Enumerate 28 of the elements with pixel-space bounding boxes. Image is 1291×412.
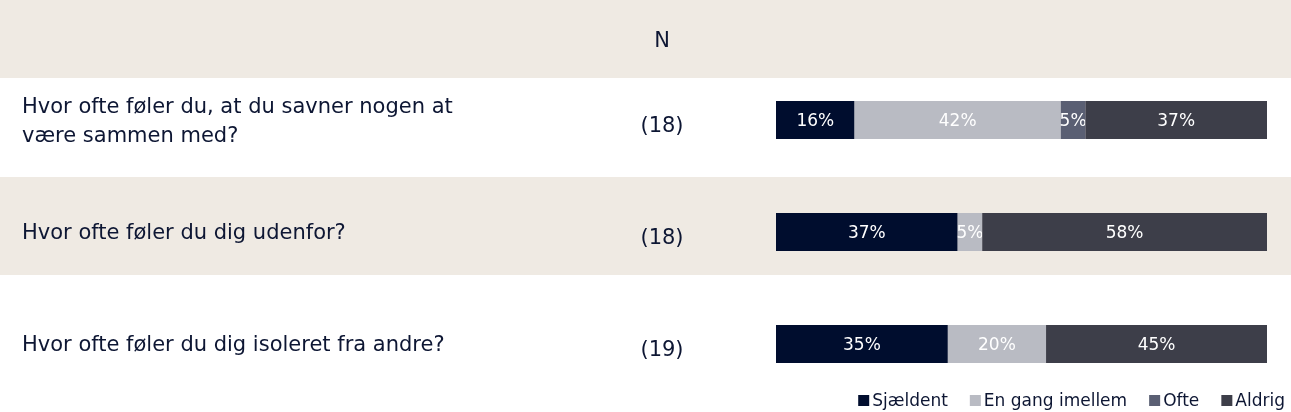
data-label: 42%	[938, 110, 977, 130]
text: (19)	[640, 337, 684, 361]
y-tick-label: Hvor ofte føler du, at du savner nogen at være sammen med?	[22, 93, 453, 147]
legend-label: En gang imellem	[983, 390, 1128, 410]
y-tick-label: Hvor ofte føler du dig isoleret fra andre?	[22, 332, 445, 356]
bar	[854, 101, 1061, 139]
text: (18)	[640, 225, 684, 249]
bar	[1046, 325, 1267, 363]
data-label: 35%	[843, 334, 881, 354]
text: (18)	[640, 113, 684, 137]
legend-label: Sjældent	[872, 390, 949, 410]
y-tick-label: Hvor ofte føler du dig udenfor?	[22, 220, 346, 244]
bar	[982, 213, 1267, 251]
data-label: 45%	[1137, 334, 1176, 354]
data-label: 16%	[796, 110, 835, 130]
bar	[776, 325, 948, 363]
legend-label: Aldrig	[1235, 390, 1285, 410]
bar	[947, 325, 1047, 363]
data-label: 37%	[1157, 110, 1196, 130]
bar	[776, 213, 958, 251]
bar	[1085, 101, 1267, 139]
legend-label: Ofte	[1163, 390, 1200, 410]
bar	[776, 101, 855, 139]
data-label: 37%	[847, 222, 886, 242]
data-label: 5%	[1059, 110, 1087, 130]
text: N	[654, 28, 670, 52]
data-label: 20%	[978, 334, 1016, 354]
data-label: 58%	[1105, 222, 1144, 242]
